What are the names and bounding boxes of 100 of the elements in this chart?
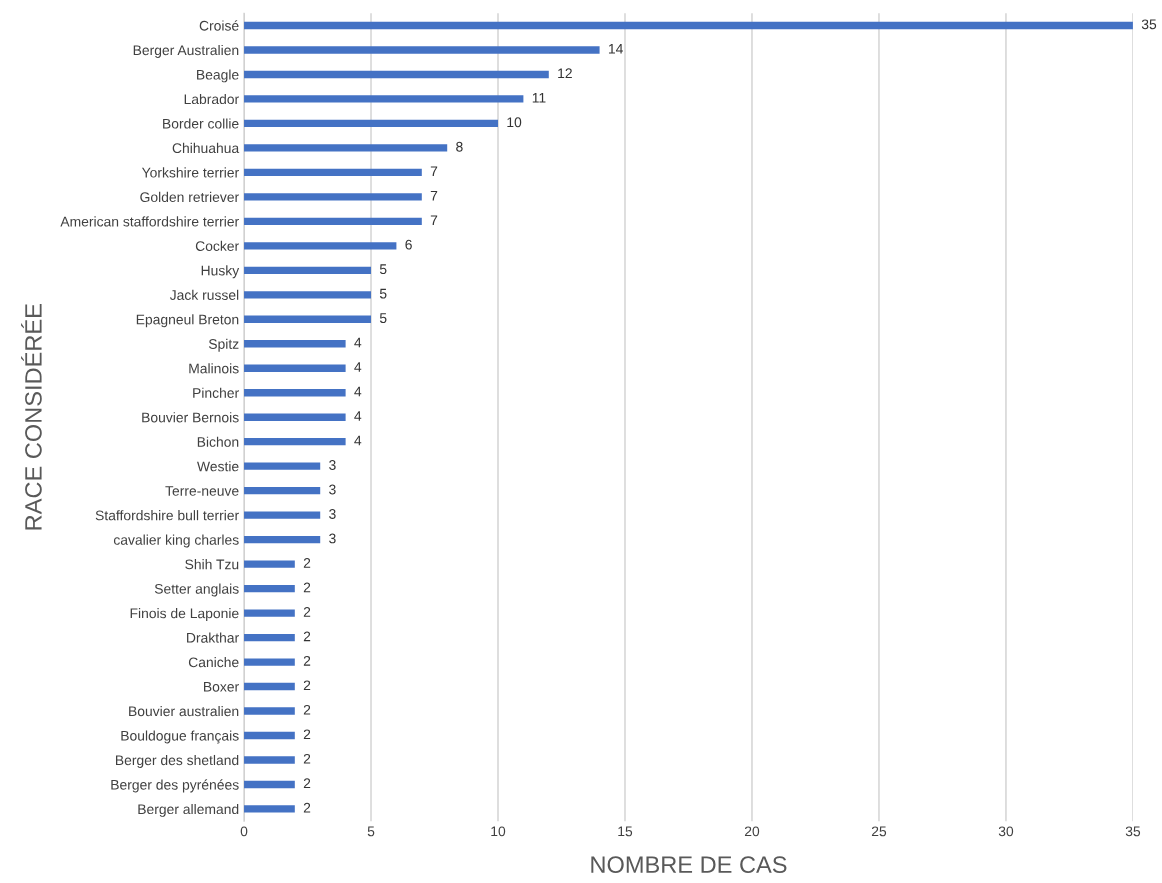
data-label: 4 <box>354 337 362 348</box>
data-label: 3 <box>329 460 336 470</box>
bar <box>244 731 295 740</box>
x-tick-label: 30 <box>998 826 1014 837</box>
bar <box>244 682 295 691</box>
y-axis-title: RACE CONSIDÉRÉE <box>21 304 42 530</box>
data-label: 7 <box>430 190 438 201</box>
y-tick-label: Pincher <box>193 387 239 398</box>
data-label: 2 <box>303 558 311 568</box>
data-label: 4 <box>354 411 362 421</box>
y-tick-label: Staffordshire bull terrier <box>95 510 239 521</box>
data-label: 14 <box>608 44 623 54</box>
data-label: 11 <box>532 92 546 103</box>
bar <box>244 217 422 226</box>
data-label: 7 <box>430 215 438 225</box>
bar <box>244 46 600 54</box>
data-label: 5 <box>379 313 387 324</box>
y-tick-label: Bouldogue français <box>121 730 239 744</box>
bar <box>244 144 448 152</box>
y-tick-label: Bichon <box>197 436 239 447</box>
y-tick-label: Berger Australien <box>133 44 239 58</box>
data-label: 2 <box>303 802 311 813</box>
bar <box>244 315 372 323</box>
bar <box>244 168 422 177</box>
data-label: 2 <box>303 582 311 593</box>
y-tick-label: Husky <box>201 265 240 279</box>
y-tick-label: Beagle <box>197 69 239 83</box>
bar <box>244 340 346 348</box>
y-tick-label: Shih Tzu <box>185 559 239 570</box>
x-tick-label: 5 <box>367 826 375 837</box>
y-tick-label: Croisé <box>199 20 239 31</box>
x-tick-label: 15 <box>618 826 633 837</box>
x-tick-label: 35 <box>1125 826 1141 837</box>
y-tick-label: Caniche <box>188 657 239 668</box>
bar <box>244 658 295 666</box>
data-label: 2 <box>303 680 311 691</box>
bar <box>244 805 295 813</box>
data-label: 5 <box>379 264 387 275</box>
x-tick-label: 25 <box>871 826 887 837</box>
data-label: 2 <box>303 753 311 764</box>
bar <box>244 291 372 299</box>
y-tick-label: Westie <box>197 461 239 472</box>
bar <box>244 21 1133 30</box>
y-tick-label: Finois de Laponie <box>130 608 239 621</box>
y-tick-label: Spitz <box>208 338 239 352</box>
y-tick-label: Chihuahua <box>172 142 240 154</box>
y-tick-label: Bouvier Bernois <box>142 412 239 423</box>
data-label: 5 <box>379 288 387 299</box>
data-label: 35 <box>1141 19 1157 30</box>
bar <box>244 364 346 372</box>
bar <box>244 511 321 519</box>
bar <box>244 707 295 715</box>
bar <box>244 560 295 568</box>
y-tick-label: Malinois <box>189 363 239 374</box>
data-label: 2 <box>303 729 311 740</box>
y-tick-label: Bouvier australien <box>129 705 239 717</box>
bar <box>244 486 321 495</box>
data-label: 3 <box>329 533 336 544</box>
data-label: 6 <box>405 239 412 250</box>
x-tick-label: 20 <box>744 826 760 837</box>
y-tick-label: Golden retriever <box>140 191 239 203</box>
x-tick-label: 0 <box>240 826 248 837</box>
bar <box>244 609 295 617</box>
bar <box>244 462 321 470</box>
bar <box>244 780 295 789</box>
data-label: 3 <box>329 484 336 495</box>
data-label: 2 <box>303 606 311 617</box>
data-label: 10 <box>507 117 522 128</box>
data-label: 8 <box>456 141 463 152</box>
y-tick-label: Boxer <box>204 682 239 692</box>
data-label: 12 <box>558 68 572 79</box>
bar <box>244 389 346 397</box>
bar <box>244 584 295 593</box>
y-tick-label: Berger des shetland <box>116 754 239 768</box>
y-tick-label: cavalier king charles <box>113 534 239 548</box>
bar <box>244 756 295 764</box>
y-tick-label: Labrador <box>184 93 239 105</box>
y-tick-label: Berger allemand <box>138 803 239 817</box>
x-tick-label: 10 <box>491 826 506 837</box>
bar <box>244 535 321 544</box>
data-label: 2 <box>303 704 311 715</box>
bar <box>244 633 295 642</box>
data-label: 2 <box>303 631 311 642</box>
bar <box>244 266 372 274</box>
y-tick-label: Cocker <box>195 240 239 251</box>
y-tick-label: Setter anglais <box>154 583 239 597</box>
bar <box>244 413 346 421</box>
data-label: 2 <box>303 655 311 666</box>
y-tick-label: Drakthar <box>187 632 239 643</box>
data-label: 4 <box>354 386 362 397</box>
data-label: 3 <box>329 509 336 519</box>
data-label: 4 <box>354 435 362 446</box>
bar <box>244 193 422 201</box>
bar <box>244 438 346 446</box>
bar <box>244 70 549 79</box>
bar <box>244 95 524 103</box>
bar <box>244 119 498 128</box>
y-tick-label: Terre-neuve <box>165 486 239 496</box>
data-label: 4 <box>354 362 362 372</box>
y-tick-label: Yorkshire terrier <box>141 167 239 178</box>
